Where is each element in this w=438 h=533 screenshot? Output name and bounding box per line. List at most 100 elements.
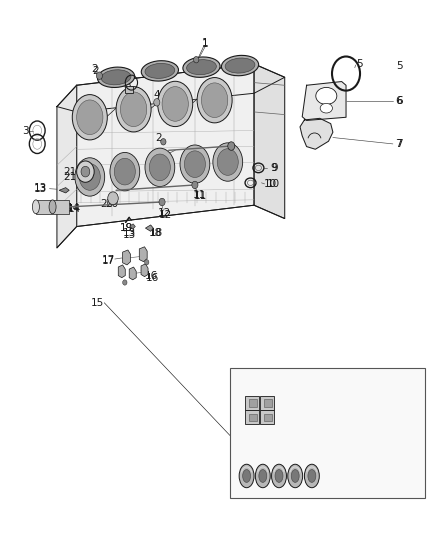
Bar [249,399,257,407]
Text: 20: 20 [100,199,113,208]
Ellipse shape [213,143,243,181]
Ellipse shape [288,464,303,488]
Ellipse shape [32,200,39,214]
Circle shape [192,181,198,189]
Text: 3: 3 [124,69,131,78]
Ellipse shape [75,158,105,196]
Bar [260,410,274,424]
Ellipse shape [49,200,56,214]
Circle shape [123,280,127,285]
Text: 11: 11 [194,191,207,201]
Text: 4: 4 [237,404,244,414]
Polygon shape [118,265,125,278]
Text: 21: 21 [64,167,77,176]
Text: 14: 14 [68,205,81,214]
Circle shape [96,72,102,79]
Text: 16: 16 [145,271,158,281]
Polygon shape [145,225,153,231]
Text: 9: 9 [270,163,277,173]
Polygon shape [130,224,135,229]
Polygon shape [57,64,285,112]
Circle shape [108,192,118,205]
Ellipse shape [304,464,319,488]
Polygon shape [77,64,254,227]
Polygon shape [300,118,333,149]
Polygon shape [57,85,77,248]
Bar [249,414,257,421]
Polygon shape [129,267,136,280]
Ellipse shape [141,61,178,81]
Ellipse shape [162,86,188,122]
Circle shape [159,198,165,206]
Ellipse shape [259,470,267,482]
Polygon shape [123,250,131,265]
Text: 6: 6 [396,96,403,106]
Circle shape [228,142,235,150]
Bar [264,399,272,407]
Ellipse shape [197,77,232,123]
Polygon shape [59,188,69,193]
Circle shape [145,260,149,265]
Text: 18: 18 [150,229,163,238]
Ellipse shape [79,164,100,190]
Ellipse shape [158,82,193,127]
Ellipse shape [239,464,254,488]
Bar [125,86,133,93]
Text: 3: 3 [124,80,131,90]
Text: 10: 10 [264,179,277,189]
Ellipse shape [114,158,135,185]
Bar [36,200,69,214]
Text: 15: 15 [91,298,104,308]
Bar [260,396,274,410]
Text: 10: 10 [267,179,280,189]
Text: 17: 17 [102,256,115,266]
Text: 8: 8 [159,151,166,160]
Ellipse shape [180,145,210,183]
Text: 7: 7 [395,139,402,149]
Text: 21: 21 [63,172,76,182]
Bar [230,368,425,498]
Text: 3: 3 [276,484,283,494]
Ellipse shape [145,148,175,187]
Ellipse shape [77,100,103,134]
Text: 19: 19 [120,223,133,232]
Ellipse shape [272,464,286,488]
Text: 14: 14 [67,203,80,213]
Ellipse shape [72,95,107,140]
Polygon shape [302,82,346,120]
Text: 2: 2 [91,64,98,74]
Polygon shape [139,247,147,262]
Ellipse shape [184,151,205,177]
Text: 2: 2 [92,67,99,76]
Circle shape [154,99,160,106]
Ellipse shape [149,154,170,181]
Text: 2: 2 [155,133,162,142]
Ellipse shape [316,87,337,104]
Polygon shape [254,64,285,219]
Ellipse shape [320,103,332,113]
Text: 12: 12 [158,208,171,218]
Circle shape [161,139,166,145]
Ellipse shape [255,464,270,488]
Ellipse shape [222,55,258,76]
Ellipse shape [120,92,147,127]
Text: 1: 1 [201,39,208,49]
Circle shape [77,161,94,182]
Ellipse shape [291,470,299,482]
Bar [245,396,259,410]
Text: 5: 5 [396,61,403,70]
Text: 7: 7 [396,139,403,149]
Ellipse shape [308,470,316,482]
Ellipse shape [217,149,238,175]
Bar [264,414,272,421]
Circle shape [81,166,90,177]
Text: 14: 14 [344,396,357,406]
Text: 1: 1 [201,38,208,47]
Text: 6: 6 [395,96,402,106]
Text: 4: 4 [108,72,115,82]
Ellipse shape [275,470,283,482]
Ellipse shape [98,67,134,87]
Ellipse shape [183,57,220,77]
Circle shape [194,56,199,63]
Ellipse shape [116,86,151,132]
